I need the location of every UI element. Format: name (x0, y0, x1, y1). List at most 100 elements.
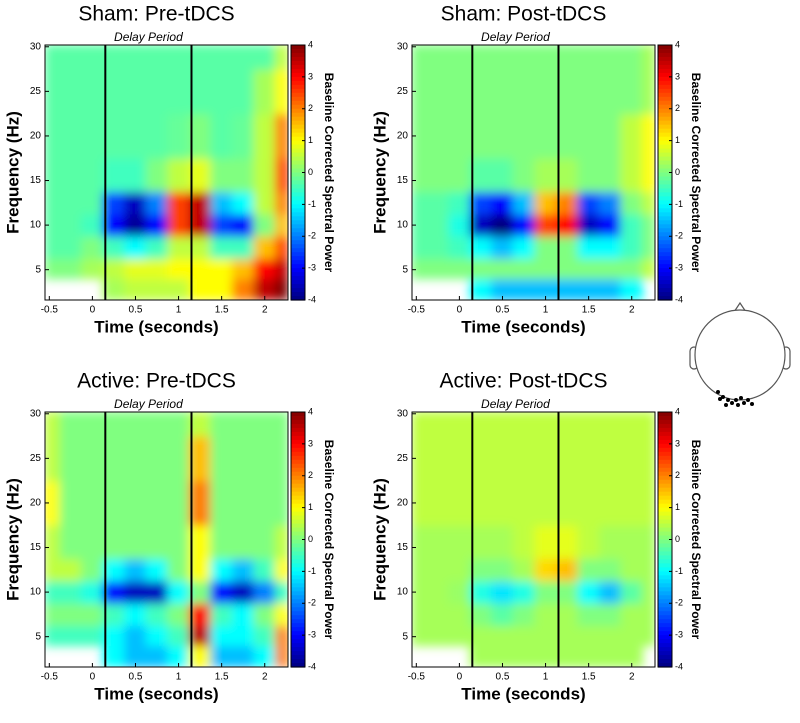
heatmap-cell (81, 480, 104, 526)
colorbar-segment (658, 84, 672, 90)
heatmap-cell (188, 524, 212, 560)
heatmap-cell (253, 412, 277, 437)
heatmap-cell (534, 45, 557, 70)
heatmap-cell (45, 235, 61, 260)
colorbar-segment (291, 240, 305, 245)
heatmap-cell (555, 524, 579, 560)
x-tick-label: 1 (176, 672, 182, 683)
colorbar-tick-label: 4 (675, 406, 680, 416)
colorbar-segment (291, 483, 305, 489)
heatmap-cell (188, 68, 212, 115)
colorbar-segment (291, 439, 305, 445)
colorbar-segment (291, 292, 305, 297)
heatmap-cell (426, 524, 450, 560)
y-tick-label: 25 (30, 86, 42, 97)
colorbar-segment (291, 495, 305, 501)
heatmap-cell (412, 602, 428, 627)
colorbar-segment (291, 459, 305, 465)
heatmap-cell (512, 558, 536, 582)
x-tick-label: 0.5 (129, 672, 143, 683)
heatmap-cell (145, 645, 169, 667)
colorbar-segment (291, 136, 305, 142)
heatmap-cell (167, 113, 190, 159)
y-tick-label: 5 (402, 264, 408, 275)
heatmap-cell (555, 157, 579, 193)
colorbar-segment (291, 547, 305, 553)
heatmap-cell (231, 524, 255, 560)
heatmap-cell (81, 235, 104, 260)
colorbar-segment (658, 232, 672, 237)
heatmap-cell (59, 235, 83, 260)
heatmap-cell (45, 113, 61, 159)
heatmap-cell (598, 412, 622, 437)
heatmap-cell (598, 191, 622, 215)
colorbar-segment (291, 579, 305, 584)
colorbar-tick-label: 4 (675, 39, 680, 49)
colorbar-segment (658, 256, 672, 261)
heatmap (412, 45, 655, 300)
heatmap-cell (145, 480, 169, 526)
heatmap-cell (59, 625, 83, 647)
y-tick-label: 30 (30, 41, 42, 52)
heatmap-cell (491, 258, 514, 280)
heatmap-cell (598, 480, 622, 526)
heatmap-cell (275, 235, 288, 260)
heatmap-cell (448, 45, 471, 70)
heatmap-cell (45, 625, 61, 647)
heatmap-cell (81, 191, 104, 215)
colorbar-segment (658, 220, 672, 225)
heatmap-cell (188, 191, 212, 215)
colorbar-segment (658, 128, 672, 134)
heatmap-cell (491, 113, 514, 159)
colorbar-segment (658, 144, 672, 150)
colorbar-segment (291, 543, 305, 549)
colorbar-segment (658, 120, 672, 126)
heatmap-cell (167, 435, 190, 482)
heatmap-cell (491, 191, 514, 215)
heatmap-cell (210, 157, 233, 193)
heatmap-cell (555, 412, 579, 437)
colorbar-segment (291, 451, 305, 457)
heatmap-cell (620, 625, 644, 647)
heatmap-cell (275, 645, 288, 667)
heatmap-cell (45, 213, 61, 237)
heatmap-cell (59, 191, 83, 215)
heatmap-cell (59, 480, 83, 526)
heatmap-cell (620, 258, 644, 280)
heatmap-cell (534, 480, 557, 526)
colorbar-segment (658, 184, 672, 190)
heatmap-cell (426, 435, 450, 482)
colorbar-segment (658, 559, 672, 565)
heatmap-cell (598, 113, 622, 159)
heatmap-cell (598, 157, 622, 193)
colorbar-segment (291, 583, 305, 588)
colorbar-segment (291, 571, 305, 576)
heatmap-cell (145, 524, 169, 560)
y-tick-label: 5 (35, 631, 41, 642)
x-tick-label: -0.5 (408, 672, 426, 683)
heatmap-cell (598, 235, 622, 260)
colorbar-segment (291, 196, 305, 201)
colorbar-segment (291, 116, 305, 122)
colorbar-segment (658, 216, 672, 221)
colorbar-tick-label: -2 (675, 598, 683, 608)
heatmap-cell (188, 480, 212, 526)
colorbar-segment (291, 152, 305, 158)
colorbar-segment (658, 503, 672, 509)
colorbar-segment (291, 551, 305, 557)
heatmap-cell (275, 412, 288, 437)
colorbar-segment (291, 663, 305, 668)
colorbar-segment (658, 611, 672, 616)
heatmap-cell (102, 524, 126, 560)
heatmap-cell (555, 625, 579, 647)
annotation: Delay Period (481, 30, 550, 44)
colorbar-segment (658, 204, 672, 209)
heatmap-cell (253, 113, 277, 159)
heatmap-cell (426, 412, 450, 437)
heatmap-cell (534, 157, 557, 193)
heatmap-cell (102, 191, 126, 215)
colorbar-segment (291, 503, 305, 509)
heatmap-cell (188, 602, 212, 627)
heatmap-cell (555, 213, 579, 237)
